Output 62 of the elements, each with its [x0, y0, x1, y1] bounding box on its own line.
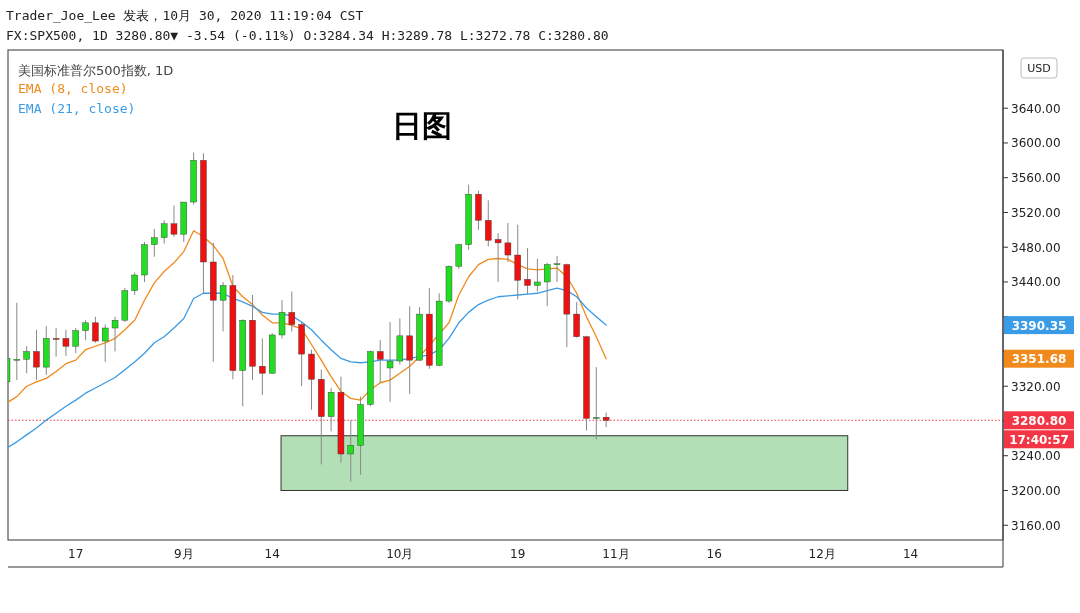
- y-tick-label: 3240.00: [1011, 449, 1061, 464]
- x-tick-label: 14: [264, 547, 280, 561]
- y-tick-label: 3200.00: [1011, 483, 1061, 498]
- x-tick-label: 11月: [602, 547, 630, 561]
- candlestick: [72, 327, 79, 354]
- candlestick: [160, 219, 168, 245]
- candlestick: [111, 316, 119, 352]
- x-tick-label: 17: [68, 547, 84, 561]
- candlestick: [219, 281, 227, 332]
- x-tick-label: 9月: [173, 547, 194, 561]
- text: 日图: [392, 108, 452, 143]
- y-tick-label: 3640.00: [1011, 101, 1061, 116]
- text: EMA (8, close): [18, 81, 128, 96]
- candlestick: [485, 199, 492, 247]
- x-tick-label: 14: [902, 547, 919, 561]
- candlestick: [386, 321, 394, 403]
- candlestick: [131, 271, 138, 296]
- text: 3351.68: [1011, 352, 1067, 367]
- candlestick: [377, 339, 384, 384]
- y-tick-label: 3160.00: [1011, 518, 1061, 533]
- text: FX:SPX500, 1D 3280.80▼ -3.54 (-0.11%) O:3284.34 H:3289.78 L:3272.78 C:3280.80: [6, 28, 609, 43]
- candlestick: [534, 258, 541, 293]
- y-tick-label: 3520.00: [1011, 205, 1061, 220]
- candlestick: [553, 255, 561, 283]
- candlestick: [92, 316, 99, 344]
- candlestick: [573, 301, 580, 339]
- candlestick: [494, 232, 502, 283]
- candlestick: [602, 411, 610, 428]
- candlestick: [259, 337, 266, 396]
- ref-line-label: 3280.80: [1011, 413, 1067, 428]
- candlestick: [278, 299, 286, 339]
- candlestick: [288, 291, 296, 332]
- chart-subtitle: Trader_Joe_Lee 发表，10月 30, 2020 11:19:04 CST: [6, 8, 364, 23]
- y-tick-label: 3440.00: [1011, 275, 1061, 290]
- text: USD: [1027, 62, 1051, 75]
- candlestick: [13, 302, 21, 381]
- x-tick-label: 16: [706, 547, 722, 561]
- candlestick: [33, 329, 40, 381]
- candlestick: [62, 329, 70, 357]
- line-series: [8, 287, 607, 449]
- x-tick-label: 10月: [386, 547, 414, 561]
- candlestick: [23, 345, 30, 374]
- candlestick: [455, 243, 462, 270]
- y-tick-label: 3320.00: [1011, 379, 1061, 394]
- y-tick-label: 3560.00: [1011, 171, 1061, 186]
- line-series: [8, 230, 607, 404]
- candlestick: [52, 327, 60, 358]
- candlestick: [102, 324, 109, 363]
- y-tick-label: 3480.00: [1011, 240, 1061, 255]
- candlestick: [170, 205, 178, 238]
- candlestick: [82, 319, 89, 341]
- x-tick-label: 19: [510, 547, 526, 561]
- candlestick: [544, 262, 551, 307]
- y-tick-label: 3600.00: [1011, 136, 1061, 151]
- text: EMA (21, close): [18, 101, 136, 116]
- candlestick: [151, 228, 158, 258]
- text: 3390.35: [1011, 318, 1067, 333]
- x-tick-label: 12月: [808, 547, 836, 561]
- candlestick: [524, 247, 531, 295]
- candlestick: [504, 222, 512, 263]
- annotation: 美国标准普尔500指数, 1D: [18, 63, 174, 78]
- text: 17:40:57: [1009, 432, 1069, 447]
